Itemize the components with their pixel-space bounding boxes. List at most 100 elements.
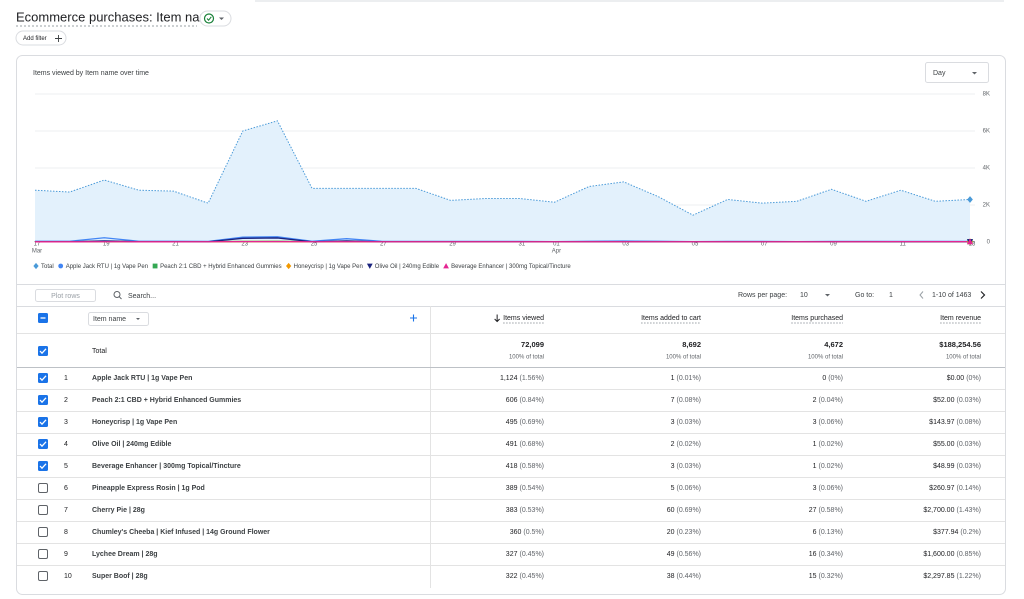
metric-value: $2,700.00	[923, 507, 954, 514]
metric-share: (0.2%)	[960, 529, 981, 536]
metric-share: (0.03%)	[676, 419, 701, 426]
row-checkbox[interactable]	[38, 395, 48, 405]
search-input[interactable]: Search...	[128, 293, 156, 300]
row-checkbox[interactable]	[38, 439, 48, 449]
metric-share: (0.53%)	[519, 507, 544, 514]
row-checkbox[interactable]	[39, 484, 48, 493]
checkbox[interactable]	[39, 572, 48, 581]
legend-label: Apple Jack RTU | 1g Vape Pen	[66, 264, 148, 270]
metric-cell: 1,124(1.56%)	[500, 375, 544, 382]
legend-marker	[153, 264, 158, 269]
select-value: Day	[933, 70, 946, 77]
x-tick-label: 17	[34, 242, 41, 248]
metric-share: (0%)	[966, 375, 981, 382]
checkbox[interactable]	[38, 439, 48, 449]
metric-cell: $1,600.00(0.85%)	[923, 551, 981, 558]
row-rank: 8	[64, 529, 68, 536]
total-share: 100% of total	[509, 355, 544, 361]
row-checkbox[interactable]	[38, 373, 48, 383]
metric-share: (0.58%)	[519, 463, 544, 470]
metric-cell: 20(0.23%)	[667, 529, 701, 536]
x-tick-label: 29	[449, 242, 456, 248]
x-tick-label: 11	[900, 242, 907, 248]
x-tick-label: 31	[518, 242, 525, 248]
metric-value: 1,124	[500, 375, 518, 382]
x-tick-label: 21	[172, 242, 179, 248]
goto-input[interactable]: 1	[889, 292, 893, 299]
rows-per-page-select[interactable]: 10	[800, 292, 808, 299]
metric-value: 20	[667, 529, 675, 536]
metric-cell: 389(0.54%)	[506, 485, 544, 492]
y-tick-label: 2K	[983, 203, 990, 209]
metric-value: $55.00	[933, 441, 955, 448]
x-tick-label: 05	[692, 242, 699, 248]
checkbox[interactable]	[38, 417, 48, 427]
metric-share: (0.5%)	[523, 529, 544, 536]
row-rank: 2	[64, 397, 68, 404]
metric-share: (0.03%)	[956, 441, 981, 448]
metric-value: 3	[813, 485, 817, 492]
metric-cell: 491(0.68%)	[506, 441, 544, 448]
checkbox[interactable]	[38, 346, 48, 356]
metric-share: (0.08%)	[676, 397, 701, 404]
checkbox[interactable]	[39, 550, 48, 559]
row-checkbox[interactable]	[38, 346, 48, 356]
metric-value: 389	[506, 485, 518, 492]
metric-share: (0.85%)	[956, 551, 981, 558]
dimension-select[interactable]: Item name	[89, 313, 149, 326]
metric-value: $48.99	[933, 463, 955, 470]
column-header[interactable]: Items added to cart	[641, 315, 701, 322]
metric-share: (0.45%)	[519, 573, 544, 580]
checkbox[interactable]	[39, 506, 48, 515]
granularity-select[interactable]: Day	[926, 63, 989, 83]
metric-value: 360	[510, 529, 522, 536]
page-range: 1-10 of 1463	[932, 292, 971, 299]
row-rank: 9	[64, 551, 68, 558]
metric-cell: 16(0.34%)	[809, 551, 843, 558]
add-filter[interactable]: Add filter	[16, 31, 66, 45]
checkbox[interactable]	[39, 528, 48, 537]
metric-value: 27	[809, 507, 817, 514]
metric-share: (0.02%)	[818, 463, 843, 470]
total-share: 100% of total	[666, 355, 701, 361]
checkbox[interactable]	[38, 461, 48, 471]
checkbox[interactable]	[38, 373, 48, 383]
column-header[interactable]: Item revenue	[940, 315, 981, 322]
metric-cell: $48.99(0.03%)	[933, 463, 981, 470]
column-header[interactable]: Items purchased	[791, 315, 843, 322]
row-checkbox[interactable]	[38, 417, 48, 427]
button-label: Add filter	[23, 36, 47, 42]
metric-share: (0.02%)	[818, 441, 843, 448]
row-checkbox[interactable]	[39, 528, 48, 537]
chart-title: Items viewed by Item name over time	[33, 70, 149, 77]
row-checkbox[interactable]	[39, 550, 48, 559]
metric-cell: 360(0.5%)	[510, 529, 544, 536]
row-checkbox[interactable]	[39, 506, 48, 515]
y-tick-label: 8K	[983, 92, 990, 98]
metric-share: (0.44%)	[676, 573, 701, 580]
checkbox[interactable]	[39, 484, 48, 493]
metric-value: $377.94	[933, 529, 958, 536]
x-tick-label: 23	[241, 242, 248, 248]
metric-share: (1.43%)	[956, 507, 981, 514]
total-share: 100% of total	[946, 355, 981, 361]
metric-value: 495	[506, 419, 518, 426]
status-chip[interactable]	[200, 11, 231, 26]
metric-value: 1	[671, 375, 675, 382]
metric-cell: 322(0.45%)	[506, 573, 544, 580]
total-share: 100% of total	[808, 355, 843, 361]
row-checkbox[interactable]	[38, 461, 48, 471]
y-tick-label: 6K	[983, 129, 990, 135]
row-rank: 10	[64, 573, 72, 580]
legend-label: Total	[41, 264, 54, 270]
metric-cell: 383(0.53%)	[506, 507, 544, 514]
metric-cell: 60(0.69%)	[667, 507, 701, 514]
row-checkbox[interactable]	[39, 572, 48, 581]
metric-share: (0.06%)	[676, 485, 701, 492]
x-tick-label: 03	[622, 242, 629, 248]
column-header[interactable]: Items viewed	[503, 315, 544, 322]
checkbox[interactable]	[38, 395, 48, 405]
metric-value: 383	[506, 507, 518, 514]
